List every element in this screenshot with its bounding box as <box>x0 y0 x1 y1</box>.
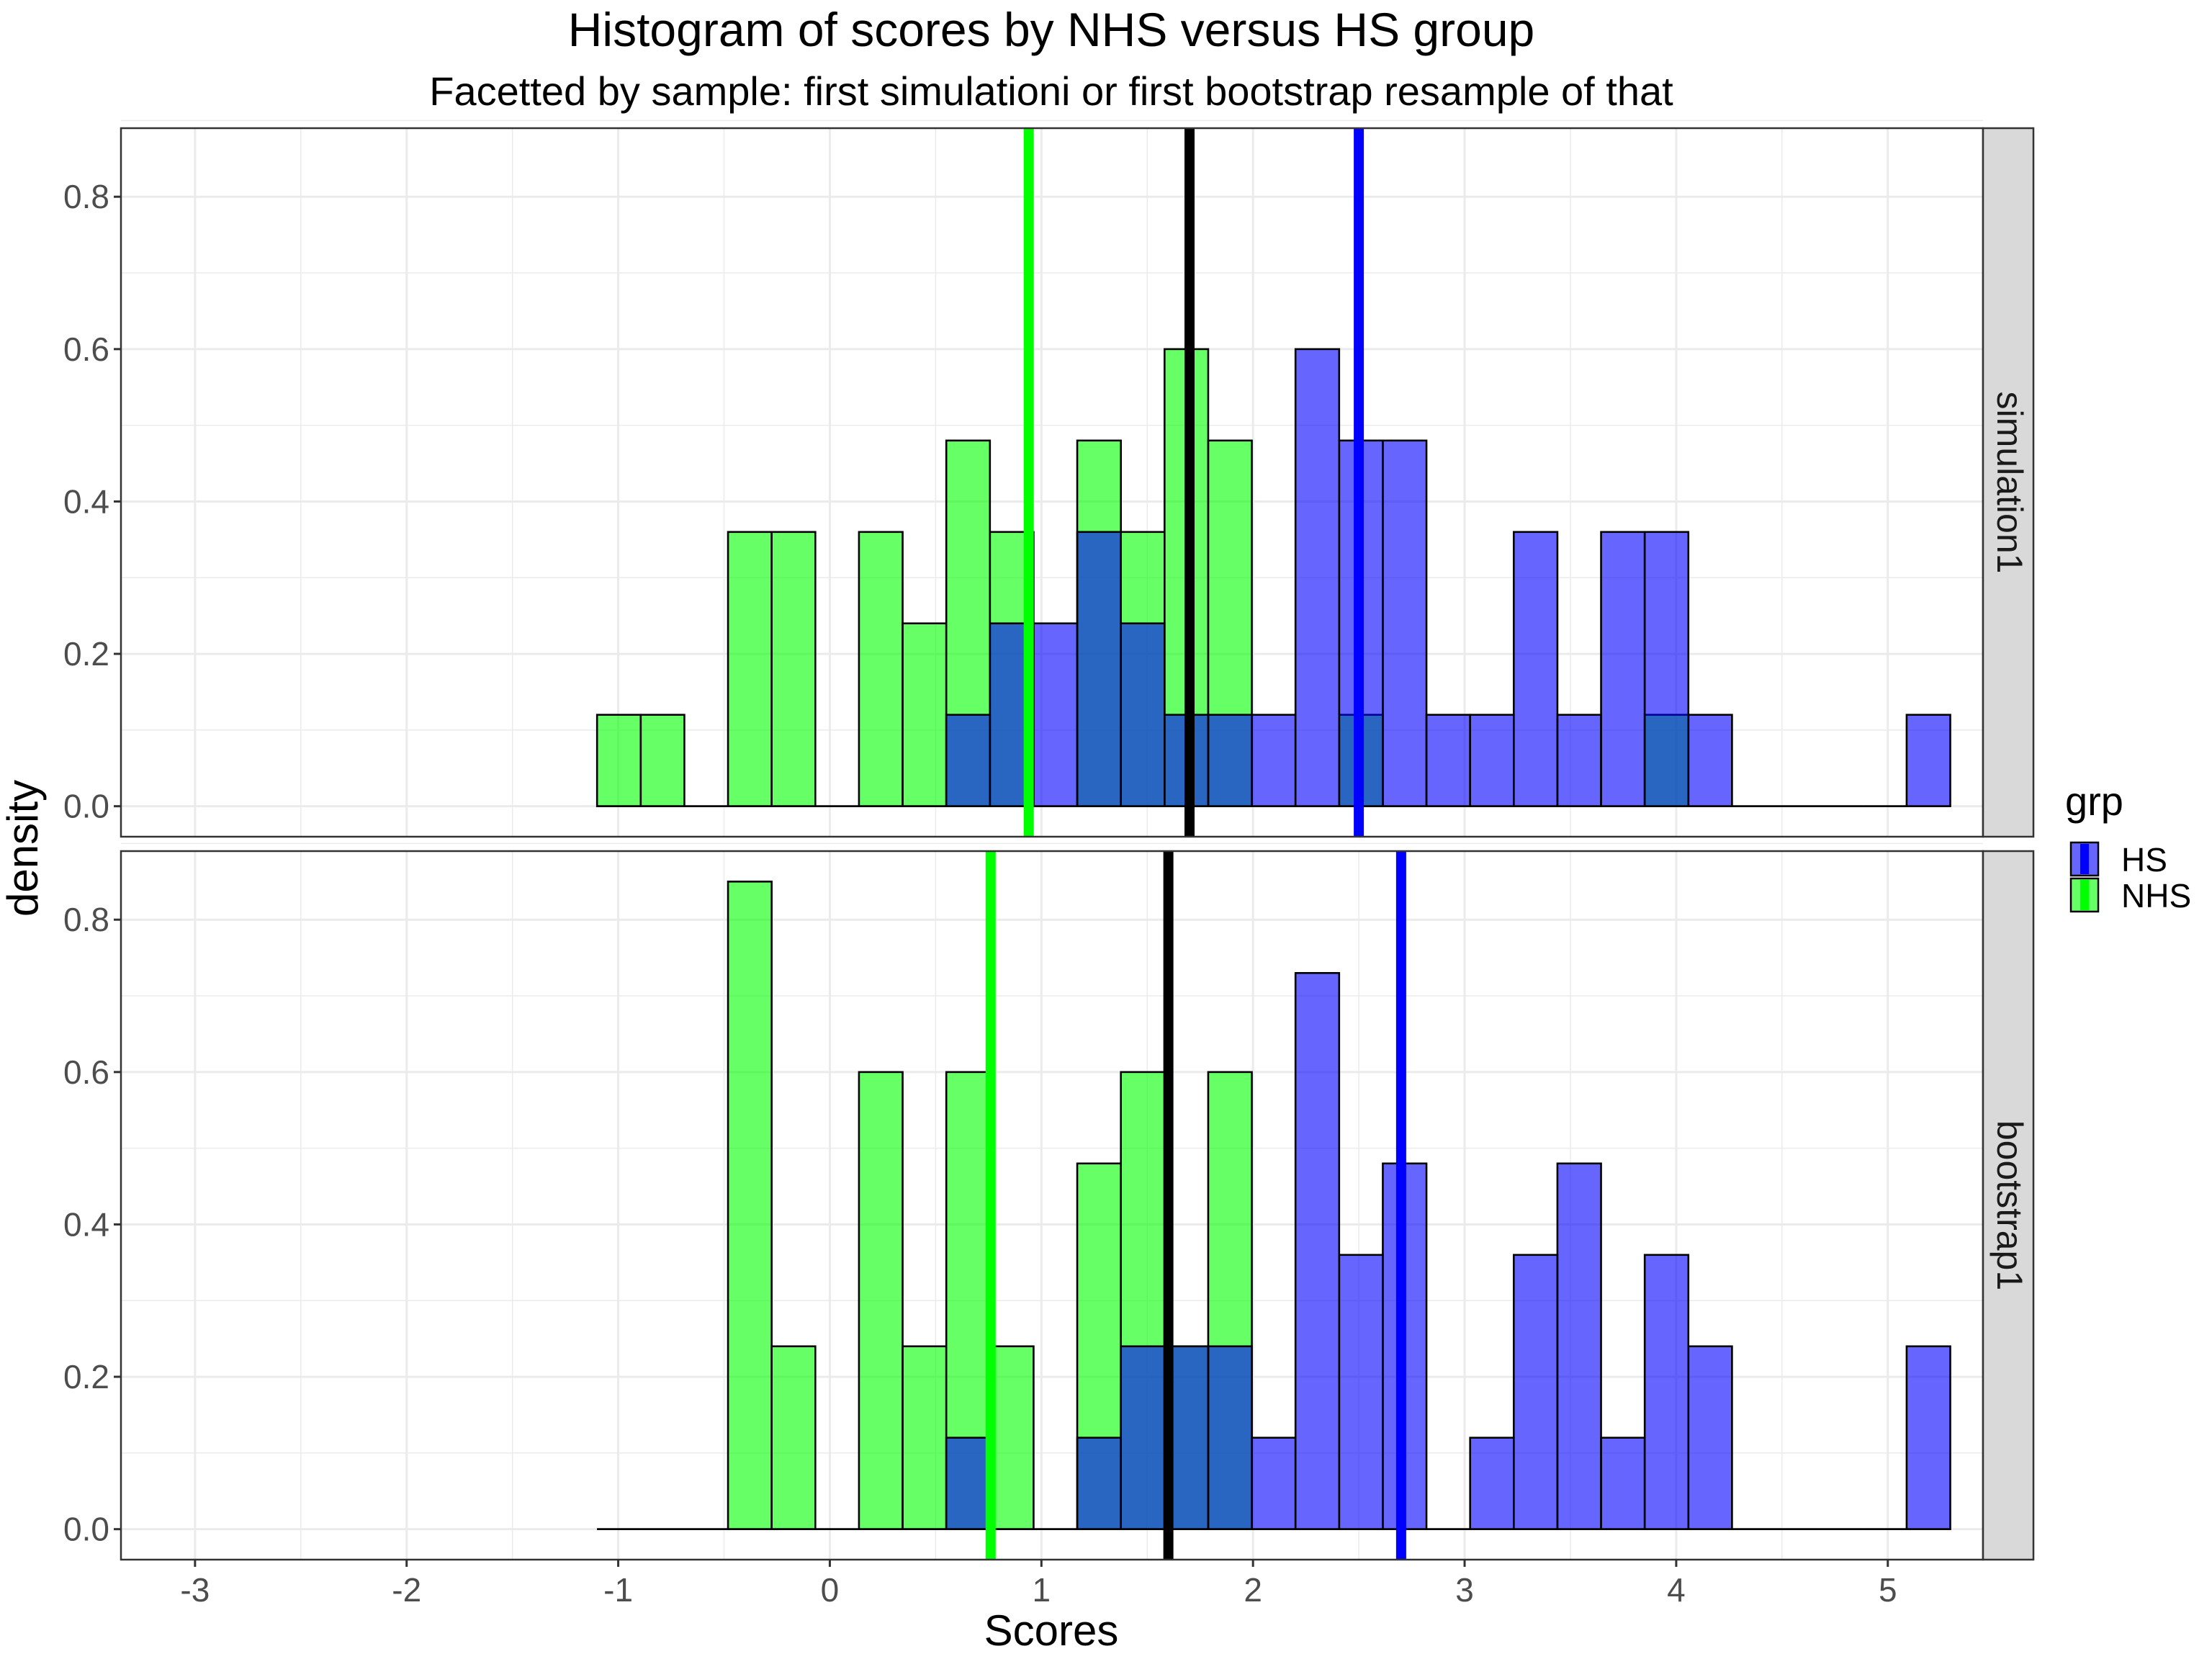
x-axis-label: Scores <box>984 1606 1119 1655</box>
bar-HS-14 <box>1207 1345 1253 1530</box>
y-axes: 0.0 0.2 0.4 0.6 0.8 0.0 0.2 0.4 0.6 0.8 <box>63 178 121 1548</box>
bar-HS-16 <box>1294 348 1341 807</box>
bar-NHS-6 <box>858 531 904 807</box>
bar-HS-12 <box>1120 622 1166 807</box>
facet-panel-bootstrap1: bootstrap1 <box>120 842 2035 1561</box>
bar-NHS-0 <box>595 714 642 807</box>
mean-lines <box>985 851 1406 1560</box>
facet-strip <box>1982 850 2035 1561</box>
x-tick-label: 5 <box>1879 1571 1897 1609</box>
bar-NHS-3 <box>727 881 773 1530</box>
y-tick-label: 0.4 <box>63 482 109 520</box>
bar-HS-30 <box>1905 714 1951 807</box>
bar-NHS-7 <box>902 1345 948 1530</box>
facet-strip-label: bootstrap1 <box>1990 1120 2030 1290</box>
legend-title: grp <box>2065 778 2123 824</box>
bar-NHS-9 <box>989 1345 1035 1530</box>
facet-strip <box>1982 127 2035 838</box>
bar-HS-15 <box>1251 714 1297 807</box>
bar-HS-25 <box>1687 714 1733 807</box>
bar-HS-14 <box>1207 714 1253 807</box>
bar-HS-15 <box>1251 1437 1297 1530</box>
facet-panels: simulation1 bootstrap1 <box>120 120 2035 1561</box>
x-tick-label: 2 <box>1244 1571 1262 1609</box>
x-tick-label: -2 <box>392 1571 421 1609</box>
y-tick-label: 0.6 <box>63 1053 109 1091</box>
bar-HS-22 <box>1556 1162 1602 1530</box>
bar-HS-20 <box>1469 1437 1515 1530</box>
x-tick-label: -1 <box>603 1571 633 1609</box>
bar-HS-25 <box>1687 1345 1733 1530</box>
bar-HS-16 <box>1294 971 1341 1530</box>
facet-panel-simulation1: simulation1 <box>120 120 2035 838</box>
y-tick-label: 0.6 <box>63 331 109 368</box>
bar-HS-8 <box>945 1437 992 1530</box>
series-HS <box>597 348 1951 807</box>
bar-NHS-3 <box>727 531 773 807</box>
bar-HS-11 <box>1076 531 1122 807</box>
bar-HS-30 <box>1905 1345 1951 1530</box>
bar-HS-18 <box>1382 439 1428 807</box>
y-tick-label: 0.2 <box>63 635 109 673</box>
y-axis-simulation1: 0.0 0.2 0.4 0.6 0.8 <box>63 178 121 825</box>
series-HS <box>597 971 1951 1530</box>
y-axis-label: density <box>0 780 47 917</box>
x-tick-label: 1 <box>1033 1571 1051 1609</box>
x-axis: -3 -2 -1 0 1 2 3 4 5 <box>180 1560 1897 1609</box>
bar-HS-8 <box>945 714 992 807</box>
bar-HS-20 <box>1469 714 1515 807</box>
bar-NHS-4 <box>770 1345 817 1530</box>
legend-item-HS: HS <box>2069 841 2167 878</box>
legend-label: NHS <box>2121 877 2191 914</box>
bar-HS-21 <box>1512 1254 1559 1530</box>
bar-NHS-1 <box>639 714 685 807</box>
facet-strip-label: simulation1 <box>1990 392 2030 574</box>
bar-HS-10 <box>1033 622 1079 807</box>
bar-HS-23 <box>1600 1437 1646 1530</box>
y-tick-label: 0.0 <box>63 788 109 825</box>
bar-HS-11 <box>1076 1437 1122 1530</box>
x-tick-label: -3 <box>180 1571 210 1609</box>
y-tick-label: 0.8 <box>63 178 109 215</box>
y-tick-label: 0.8 <box>63 901 109 938</box>
legend-label: HS <box>2121 841 2167 878</box>
mean-lines <box>1023 128 1364 837</box>
bar-HS-19 <box>1425 714 1471 807</box>
bar-NHS-7 <box>902 622 948 807</box>
chart-title: Histogram of scores by NHS versus HS gro… <box>568 3 1534 56</box>
legend-item-NHS: NHS <box>2069 877 2191 914</box>
y-tick-label: 0.4 <box>63 1205 109 1243</box>
bar-HS-12 <box>1120 1345 1166 1530</box>
bar-HS-24 <box>1643 531 1690 807</box>
bar-HS-23 <box>1600 531 1646 807</box>
x-tick-label: 3 <box>1455 1571 1474 1609</box>
y-tick-label: 0.2 <box>63 1358 109 1395</box>
bar-NHS-4 <box>770 531 817 807</box>
x-tick-label: 0 <box>821 1571 840 1609</box>
bar-HS-22 <box>1556 714 1602 807</box>
bar-HS-21 <box>1512 531 1559 807</box>
y-axis-bootstrap1: 0.0 0.2 0.4 0.6 0.8 <box>63 901 121 1548</box>
bar-HS-17 <box>1338 1254 1384 1530</box>
bar-HS-24 <box>1643 1254 1690 1530</box>
x-tick-label: 4 <box>1667 1571 1686 1609</box>
y-tick-label: 0.0 <box>63 1511 109 1548</box>
bar-NHS-6 <box>858 1071 904 1530</box>
chart-subtitle: Facetted by sample: first simulationi or… <box>429 68 1673 114</box>
